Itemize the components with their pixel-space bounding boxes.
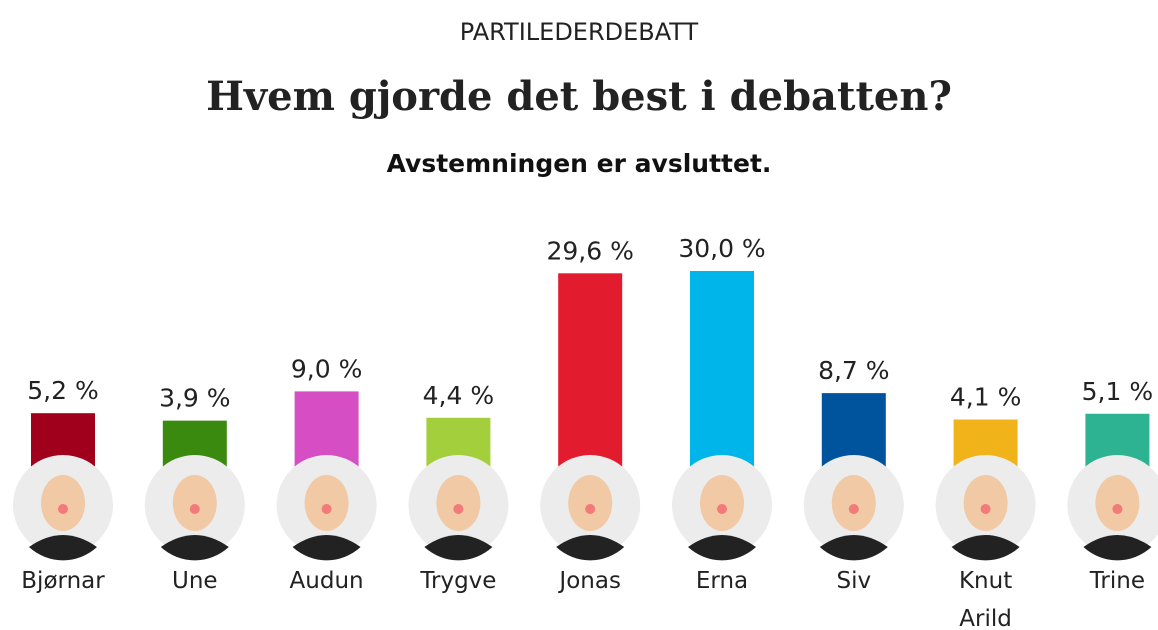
chart: PARTILEDERDEBATT Hvem gjorde det best i … — [0, 0, 1158, 630]
avatar-face — [173, 475, 217, 531]
avatar-face — [568, 475, 612, 531]
category-label: Audun — [275, 562, 379, 600]
category-label: Jonas — [538, 562, 642, 600]
avatar-face — [700, 475, 744, 531]
value-label: 9,0 % — [291, 354, 362, 383]
value-label: 3,9 % — [159, 384, 230, 413]
category-label: Knut Arild — [934, 562, 1038, 630]
category-label: Erna — [670, 562, 774, 600]
value-label: 4,1 % — [950, 382, 1021, 411]
value-label: 4,4 % — [423, 381, 494, 410]
avatar-face — [436, 475, 480, 531]
avatar-nose — [717, 504, 727, 514]
category-label: Une — [143, 562, 247, 600]
avatar-nose — [453, 504, 463, 514]
avatar-nose — [585, 504, 595, 514]
avatar-nose — [58, 504, 68, 514]
value-label: 29,6 % — [547, 236, 634, 265]
page: PARTILEDERDEBATT Hvem gjorde det best i … — [0, 0, 1158, 630]
value-label: 8,7 % — [818, 356, 889, 385]
avatar-face — [1095, 475, 1139, 531]
value-label: 5,1 % — [1082, 377, 1153, 406]
avatar-nose — [322, 504, 332, 514]
avatar-face — [964, 475, 1008, 531]
category-label: Siv — [802, 562, 906, 600]
kicker: PARTILEDERDEBATT — [460, 18, 699, 46]
avatar-nose — [849, 504, 859, 514]
avatar-nose — [981, 504, 991, 514]
category-label: Trine — [1065, 562, 1158, 600]
avatar-nose — [1112, 504, 1122, 514]
category-label: Trygve — [406, 562, 510, 600]
avatar-face — [41, 475, 85, 531]
category-label: Bjørnar — [11, 562, 115, 600]
value-label: 30,0 % — [678, 234, 765, 263]
avatar-face — [832, 475, 876, 531]
value-label: 5,2 % — [27, 376, 98, 405]
chart-title: Hvem gjorde det best i debatten? — [206, 73, 952, 120]
avatar-face — [305, 475, 349, 531]
avatar-nose — [190, 504, 200, 514]
chart-subtitle: Avstemningen er avsluttet. — [387, 149, 772, 178]
